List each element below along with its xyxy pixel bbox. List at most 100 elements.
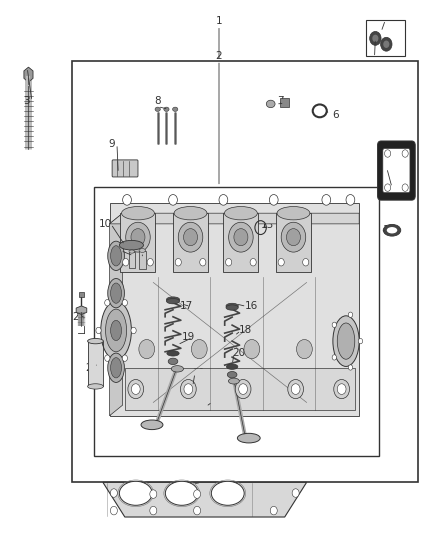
Ellipse shape xyxy=(108,278,124,308)
Circle shape xyxy=(372,35,378,42)
Ellipse shape xyxy=(226,364,238,369)
Polygon shape xyxy=(110,213,123,416)
Ellipse shape xyxy=(106,309,127,352)
Circle shape xyxy=(292,489,299,497)
Text: 24: 24 xyxy=(85,363,99,373)
Ellipse shape xyxy=(166,298,180,304)
Bar xyxy=(280,98,289,107)
Circle shape xyxy=(122,300,127,306)
Text: 14: 14 xyxy=(385,163,399,173)
Circle shape xyxy=(291,384,300,394)
Circle shape xyxy=(235,379,251,399)
Circle shape xyxy=(110,489,117,497)
Ellipse shape xyxy=(266,100,275,108)
Ellipse shape xyxy=(227,372,237,378)
Text: 19: 19 xyxy=(182,333,195,342)
Bar xyxy=(79,292,84,297)
Polygon shape xyxy=(125,368,355,410)
Bar xyxy=(276,213,311,272)
Circle shape xyxy=(126,222,150,252)
Ellipse shape xyxy=(166,297,180,302)
Circle shape xyxy=(96,327,101,334)
Circle shape xyxy=(180,379,196,399)
Ellipse shape xyxy=(108,353,124,383)
Circle shape xyxy=(385,184,391,191)
Ellipse shape xyxy=(121,206,154,220)
Circle shape xyxy=(184,384,193,394)
Text: 11: 11 xyxy=(110,246,123,255)
Text: 23: 23 xyxy=(186,484,199,494)
Circle shape xyxy=(348,312,353,318)
Ellipse shape xyxy=(155,107,160,111)
Circle shape xyxy=(346,195,355,205)
Bar xyxy=(72,61,418,482)
Ellipse shape xyxy=(229,378,239,384)
Text: 6: 6 xyxy=(332,110,339,119)
Ellipse shape xyxy=(88,384,103,389)
Ellipse shape xyxy=(110,358,121,378)
Text: 15: 15 xyxy=(383,225,396,235)
Circle shape xyxy=(123,259,129,266)
Text: 4: 4 xyxy=(382,27,389,37)
Ellipse shape xyxy=(101,301,131,360)
FancyBboxPatch shape xyxy=(112,160,138,177)
Ellipse shape xyxy=(167,351,179,356)
Circle shape xyxy=(175,259,181,266)
Circle shape xyxy=(303,259,309,266)
Polygon shape xyxy=(103,482,307,517)
Circle shape xyxy=(147,259,153,266)
Circle shape xyxy=(370,31,381,45)
Ellipse shape xyxy=(164,107,169,111)
Ellipse shape xyxy=(108,241,124,271)
Circle shape xyxy=(288,379,304,399)
Circle shape xyxy=(131,384,140,394)
Circle shape xyxy=(239,384,247,394)
Text: 16: 16 xyxy=(245,302,258,311)
Ellipse shape xyxy=(168,358,178,365)
Circle shape xyxy=(191,340,207,359)
Text: 3: 3 xyxy=(23,96,30,106)
Text: 1: 1 xyxy=(215,17,223,26)
Ellipse shape xyxy=(174,206,207,220)
Circle shape xyxy=(219,195,228,205)
Ellipse shape xyxy=(226,305,238,310)
Circle shape xyxy=(270,506,277,515)
Ellipse shape xyxy=(119,240,143,250)
Ellipse shape xyxy=(277,206,310,220)
Circle shape xyxy=(402,150,408,157)
Text: 21: 21 xyxy=(193,368,206,378)
Bar xyxy=(173,213,208,272)
Circle shape xyxy=(200,259,206,266)
Circle shape xyxy=(278,259,284,266)
Bar xyxy=(139,251,146,269)
Text: 7: 7 xyxy=(277,96,284,106)
Text: 10: 10 xyxy=(99,219,112,229)
Circle shape xyxy=(322,195,331,205)
Text: 2: 2 xyxy=(215,51,223,61)
Circle shape xyxy=(250,259,256,266)
Circle shape xyxy=(332,355,336,360)
Text: 13: 13 xyxy=(261,220,274,230)
Ellipse shape xyxy=(141,420,163,430)
Ellipse shape xyxy=(108,316,124,345)
Ellipse shape xyxy=(224,206,257,220)
Bar xyxy=(366,20,405,56)
Circle shape xyxy=(178,222,203,252)
Circle shape xyxy=(169,195,177,205)
Circle shape xyxy=(269,195,278,205)
FancyBboxPatch shape xyxy=(378,141,415,200)
Circle shape xyxy=(150,506,157,515)
Circle shape xyxy=(332,322,336,327)
Circle shape xyxy=(122,355,127,361)
Ellipse shape xyxy=(237,433,260,443)
Circle shape xyxy=(244,340,260,359)
Circle shape xyxy=(297,340,312,359)
Circle shape xyxy=(229,222,253,252)
Ellipse shape xyxy=(110,283,121,303)
Polygon shape xyxy=(110,203,359,416)
Bar xyxy=(129,252,135,268)
Ellipse shape xyxy=(139,248,145,253)
Circle shape xyxy=(385,150,391,157)
Circle shape xyxy=(105,300,110,306)
Ellipse shape xyxy=(171,366,184,372)
